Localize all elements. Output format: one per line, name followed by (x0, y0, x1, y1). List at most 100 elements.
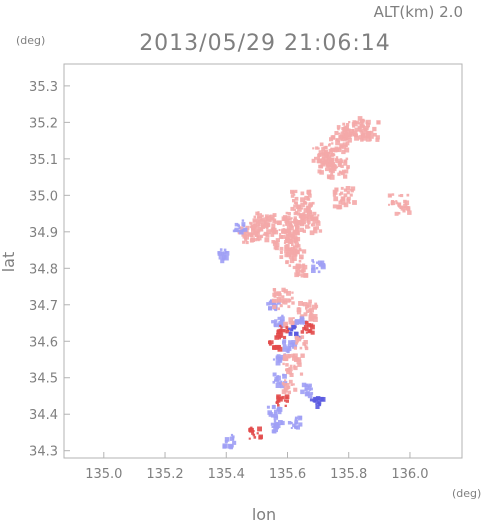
data-point (286, 250, 290, 253)
data-point (329, 137, 334, 142)
data-point (287, 390, 291, 395)
data-point (321, 152, 325, 156)
data-point (278, 229, 281, 231)
data-point (332, 193, 337, 197)
data-point (364, 127, 368, 132)
data-point (353, 121, 358, 127)
data-point (258, 434, 263, 439)
data-point (288, 264, 292, 267)
data-point (277, 336, 281, 340)
data-point (276, 380, 280, 384)
data-point (268, 306, 273, 311)
data-point (282, 329, 286, 333)
data-point (319, 263, 322, 266)
data-point (336, 148, 339, 151)
data-point (300, 273, 305, 278)
data-point (342, 127, 347, 132)
data-point (330, 161, 335, 167)
data-point (234, 222, 239, 227)
data-point (275, 401, 279, 404)
y-tick-label: 35.3 (29, 80, 58, 95)
data-point (239, 226, 244, 231)
data-point (346, 123, 350, 127)
data-point (285, 357, 289, 360)
data-point (265, 216, 271, 222)
data-point (282, 362, 285, 366)
data-point (255, 211, 259, 216)
data-point (288, 371, 293, 375)
data-point (319, 396, 324, 402)
data-point (285, 247, 289, 251)
data-point (321, 154, 326, 159)
data-point (318, 402, 321, 405)
data-point (299, 264, 304, 269)
data-point (326, 164, 331, 168)
data-point (319, 170, 324, 175)
data-point (278, 320, 283, 326)
y-tick-label: 34.8 (29, 262, 58, 277)
y-tick-label: 34.3 (29, 445, 58, 460)
data-point (342, 137, 347, 142)
data-point (274, 422, 279, 427)
data-point (346, 167, 349, 170)
data-point (244, 231, 249, 236)
data-point (318, 229, 323, 233)
data-point (223, 248, 227, 252)
data-point (243, 227, 248, 232)
data-point (288, 299, 292, 302)
data-point (395, 201, 399, 205)
data-point (279, 357, 284, 361)
data-point (365, 121, 369, 125)
data-point (315, 404, 320, 409)
data-point (302, 302, 308, 307)
data-point (311, 158, 316, 163)
data-point (222, 255, 227, 260)
data-point (334, 187, 339, 192)
y-tick-label: 34.5 (29, 372, 58, 387)
data-point (277, 316, 281, 320)
data-point (236, 223, 240, 227)
data-point (340, 186, 344, 190)
data-point (394, 211, 399, 216)
data-point (272, 219, 276, 224)
data-point (220, 251, 224, 255)
data-point (317, 214, 320, 217)
data-point (289, 225, 294, 231)
data-point (292, 355, 297, 361)
data-point (283, 242, 286, 245)
data-point (231, 435, 235, 439)
data-point (292, 265, 296, 270)
data-point (314, 302, 318, 306)
data-point (280, 235, 283, 238)
data-point (360, 138, 364, 142)
data-point (352, 200, 357, 205)
data-point (251, 224, 256, 230)
y-axis-ticks: 34.3 34.4 34.5 34.6 34.7 34.8 34.9 35.0 35.1 35.2… (29, 80, 70, 460)
data-point (333, 163, 336, 167)
data-point (304, 388, 308, 392)
data-point (293, 211, 297, 216)
data-point (332, 204, 337, 209)
data-point (285, 222, 289, 226)
data-point (288, 253, 294, 259)
data-point (275, 335, 278, 338)
data-point (307, 393, 313, 399)
data-point (359, 123, 364, 128)
data-point (347, 128, 351, 132)
data-point (268, 300, 274, 306)
chart-subtitle: ALT(km) 2.0 (374, 3, 463, 21)
data-point (337, 172, 341, 176)
data-point (287, 212, 291, 216)
data-point (256, 235, 262, 241)
data-point (342, 130, 347, 135)
data-point (270, 422, 274, 426)
data-point (311, 222, 316, 227)
data-point (287, 305, 291, 309)
data-point (333, 153, 336, 156)
data-point (296, 251, 300, 255)
data-point (301, 215, 306, 220)
data-point (397, 212, 401, 215)
data-point (310, 324, 315, 330)
data-point (312, 261, 315, 264)
data-point (317, 260, 323, 265)
